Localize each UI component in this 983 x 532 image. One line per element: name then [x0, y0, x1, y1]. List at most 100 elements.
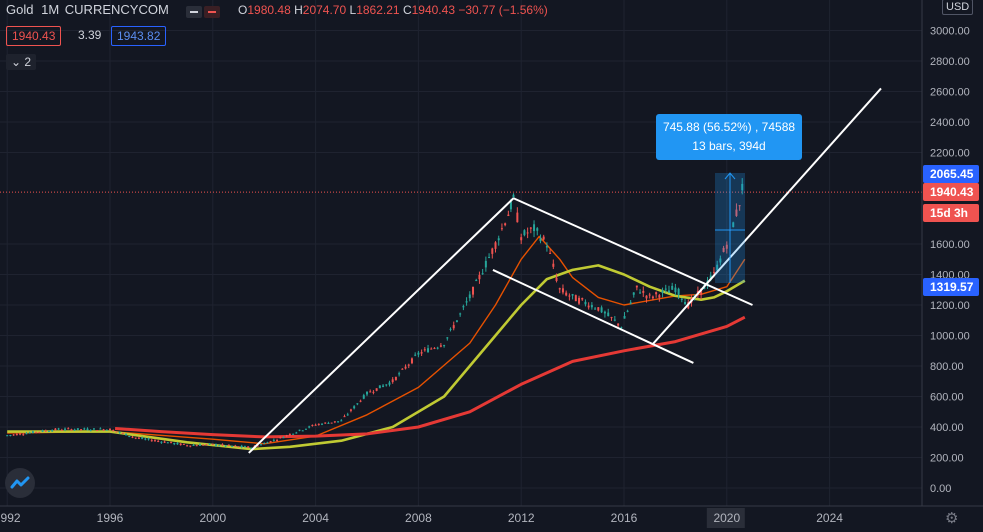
price-candle [31, 431, 34, 434]
trend-line [492, 269, 694, 364]
price-candle [671, 285, 674, 290]
price-candle [41, 430, 44, 432]
price-candle [732, 222, 735, 228]
close-icon[interactable] [204, 5, 221, 18]
price-candle [73, 429, 76, 431]
trend-line [248, 197, 515, 454]
price-candle [19, 433, 22, 435]
price-candle [674, 287, 677, 293]
hide-icon[interactable] [186, 5, 203, 18]
price-candle [125, 433, 128, 436]
price-candle [288, 434, 291, 436]
price-candle [208, 443, 211, 445]
price-candle [121, 432, 124, 434]
price-candle [192, 444, 195, 446]
buy-button[interactable]: 1943.82 [111, 26, 167, 46]
high-value: 2074.70 [302, 3, 347, 17]
interval[interactable]: 1M [41, 2, 60, 17]
price-candle [64, 428, 67, 430]
price-candle [269, 441, 272, 443]
price-candle [394, 376, 397, 380]
price-tick-label: 2600.00 [930, 87, 970, 99]
price-candle [362, 395, 365, 399]
gear-icon[interactable]: ⚙ [945, 510, 959, 527]
sell-button[interactable]: 1940.43 [6, 26, 62, 46]
price-candle [224, 445, 227, 447]
price-candle [735, 209, 738, 216]
price-candle [67, 428, 70, 430]
price-candle [555, 277, 558, 281]
price-candle [552, 263, 555, 267]
price-candle [452, 325, 455, 329]
price-candle [607, 312, 610, 317]
price-candle [211, 443, 214, 445]
measure-tooltip: 745.88 (56.52%) , 74588 13 bars, 394d [656, 114, 802, 160]
price-candle [549, 252, 552, 254]
price-candle [587, 305, 590, 308]
price-candle [536, 228, 539, 231]
indicators-toggle[interactable]: ⌄ 2 [6, 54, 37, 70]
price-candle [272, 439, 275, 441]
price-candle [166, 442, 169, 444]
price-candle [600, 307, 603, 313]
price-candle [147, 438, 150, 440]
price-candle [391, 379, 394, 383]
price-candle [227, 444, 230, 446]
price-candle [80, 429, 83, 431]
symbol-name[interactable]: Gold [6, 2, 34, 17]
currency-button[interactable]: USD [942, 0, 974, 15]
price-candle [12, 434, 15, 436]
price-candle [340, 420, 343, 422]
measure-arrow [724, 172, 736, 180]
price-candle [626, 310, 629, 312]
price-candle [529, 227, 532, 229]
price-candle [629, 302, 632, 304]
price-candle [526, 232, 529, 234]
trend-line [651, 87, 882, 346]
price-candle [590, 305, 593, 308]
time-tick-label: 2004 [302, 511, 329, 525]
price-candle [427, 348, 430, 353]
price-candle [330, 422, 333, 424]
price-candle [44, 430, 47, 432]
time-tick-label: 1992 [0, 511, 21, 525]
price-candle [430, 348, 433, 350]
price-candle [35, 431, 38, 433]
price-candle [266, 442, 269, 444]
price-candle [186, 445, 189, 447]
price-candle [51, 430, 54, 432]
price-candle [481, 273, 484, 275]
price-candle [475, 280, 478, 282]
price-candle [741, 183, 744, 191]
price-candle [28, 432, 31, 434]
price-candle [89, 430, 92, 432]
price-label: 15d 3h [923, 204, 979, 222]
price-candle [144, 438, 147, 440]
price-candle [497, 238, 500, 241]
price-candle [516, 212, 519, 223]
price-candle [314, 424, 317, 426]
price-candle [378, 385, 381, 389]
price-candle [407, 364, 410, 366]
price-candle [237, 446, 240, 448]
price-candle [247, 446, 250, 448]
price-candle [259, 444, 262, 446]
logo-icon[interactable] [5, 468, 35, 498]
price-candle [279, 437, 282, 439]
price-label: 2065.45 [923, 165, 979, 183]
price-candle [115, 431, 118, 433]
trend-line [513, 197, 753, 306]
price-candle [539, 237, 542, 242]
price-candle [382, 385, 385, 387]
price-candle [545, 245, 548, 248]
price-candle [542, 236, 545, 240]
price-candle [160, 441, 163, 443]
price-candle [333, 421, 336, 423]
price-label: 1940.43 [923, 183, 979, 201]
price-candle [22, 434, 25, 436]
price-candle [439, 345, 442, 347]
price-candle [102, 429, 105, 431]
price-tick-label: 2400.00 [930, 117, 970, 129]
price-candle [96, 430, 99, 432]
